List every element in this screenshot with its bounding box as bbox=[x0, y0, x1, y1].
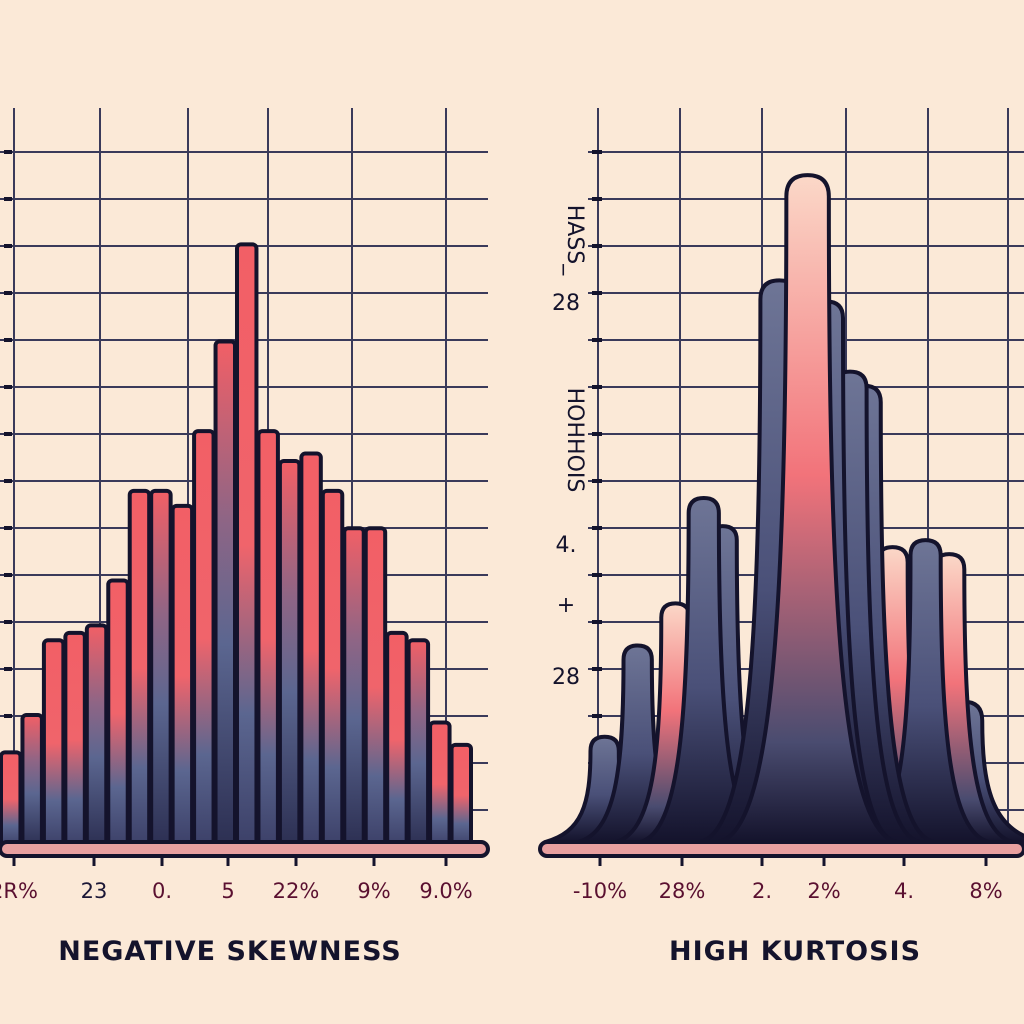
high-kurtosis-chart: -10% 28% 2. 2% 4. 8% 28 4. +28 HASS_ HOHHOIS HIGH… bbox=[538, 108, 1024, 967]
right-x-ticks: -10% 28% 2. 2% 4. 8% bbox=[573, 856, 1003, 903]
left-bar bbox=[20, 713, 44, 849]
left-bar bbox=[277, 459, 302, 848]
left-bar bbox=[385, 630, 409, 849]
right-x-tick-label: 8% bbox=[969, 879, 1002, 903]
left-bar bbox=[299, 451, 323, 848]
right-peaks bbox=[543, 173, 1024, 844]
left-bar bbox=[0, 750, 23, 848]
left-bar bbox=[256, 429, 280, 848]
left-bar bbox=[192, 429, 216, 848]
left-bar bbox=[106, 578, 130, 848]
right-y-side-label: HOHHOIS bbox=[562, 388, 587, 493]
left-bar bbox=[428, 720, 452, 848]
left-bar bbox=[363, 526, 388, 848]
left-bar bbox=[63, 630, 87, 849]
left-bar bbox=[235, 242, 259, 848]
right-y-tick-label: 28 bbox=[552, 665, 580, 690]
right-peak bbox=[716, 173, 899, 844]
left-x-tick-label: 5 bbox=[221, 879, 234, 903]
left-chart-title: NEGATIVE SKEWNESS bbox=[58, 936, 402, 967]
right-chart-title: HIGH KURTOSIS bbox=[669, 936, 921, 967]
left-bar bbox=[149, 488, 173, 848]
left-x-tick-label: 0. bbox=[152, 879, 172, 903]
right-y-tick-label: 28 bbox=[552, 291, 580, 316]
left-x-tick-label: 9.0% bbox=[419, 879, 472, 903]
right-y-ticks: 28 4. +28 HASS_ HOHHOIS bbox=[552, 205, 587, 690]
left-bar bbox=[342, 526, 366, 848]
negative-skewness-chart: 2R% 23 0. 5 22% 9% 9.0% NEGATIVE SKEWNESS bbox=[0, 108, 490, 967]
left-bar bbox=[449, 742, 473, 849]
left-bar bbox=[170, 503, 195, 848]
left-x-axis-bar bbox=[0, 840, 490, 858]
left-x-tick-label: 23 bbox=[81, 879, 108, 903]
left-bars bbox=[0, 242, 473, 849]
right-peak bbox=[638, 496, 770, 844]
left-bar bbox=[213, 339, 238, 848]
left-bar bbox=[406, 638, 431, 848]
left-x-tick-label: 22% bbox=[273, 879, 320, 903]
right-x-tick-label: -10% bbox=[573, 879, 627, 903]
right-x-tick-label: 2% bbox=[807, 879, 840, 903]
right-x-tick-label: 28% bbox=[659, 879, 706, 903]
left-bar bbox=[41, 638, 66, 848]
right-x-axis-bar bbox=[538, 840, 1024, 858]
left-bar bbox=[127, 488, 152, 848]
left-bar bbox=[84, 623, 109, 848]
right-y-side-label: HASS_ bbox=[562, 205, 587, 277]
left-x-tick-label: 2R% bbox=[0, 879, 38, 903]
right-peak bbox=[860, 538, 992, 844]
left-x-tick-label: 9% bbox=[357, 879, 390, 903]
right-x-tick-label: 4. bbox=[894, 879, 914, 903]
left-x-ticks: 2R% 23 0. 5 22% 9% 9.0% bbox=[0, 856, 473, 903]
right-y-tick-label: + bbox=[557, 593, 575, 618]
right-x-tick-label: 2. bbox=[752, 879, 772, 903]
left-bar bbox=[320, 488, 345, 848]
right-y-tick-label: 4. bbox=[556, 533, 577, 558]
